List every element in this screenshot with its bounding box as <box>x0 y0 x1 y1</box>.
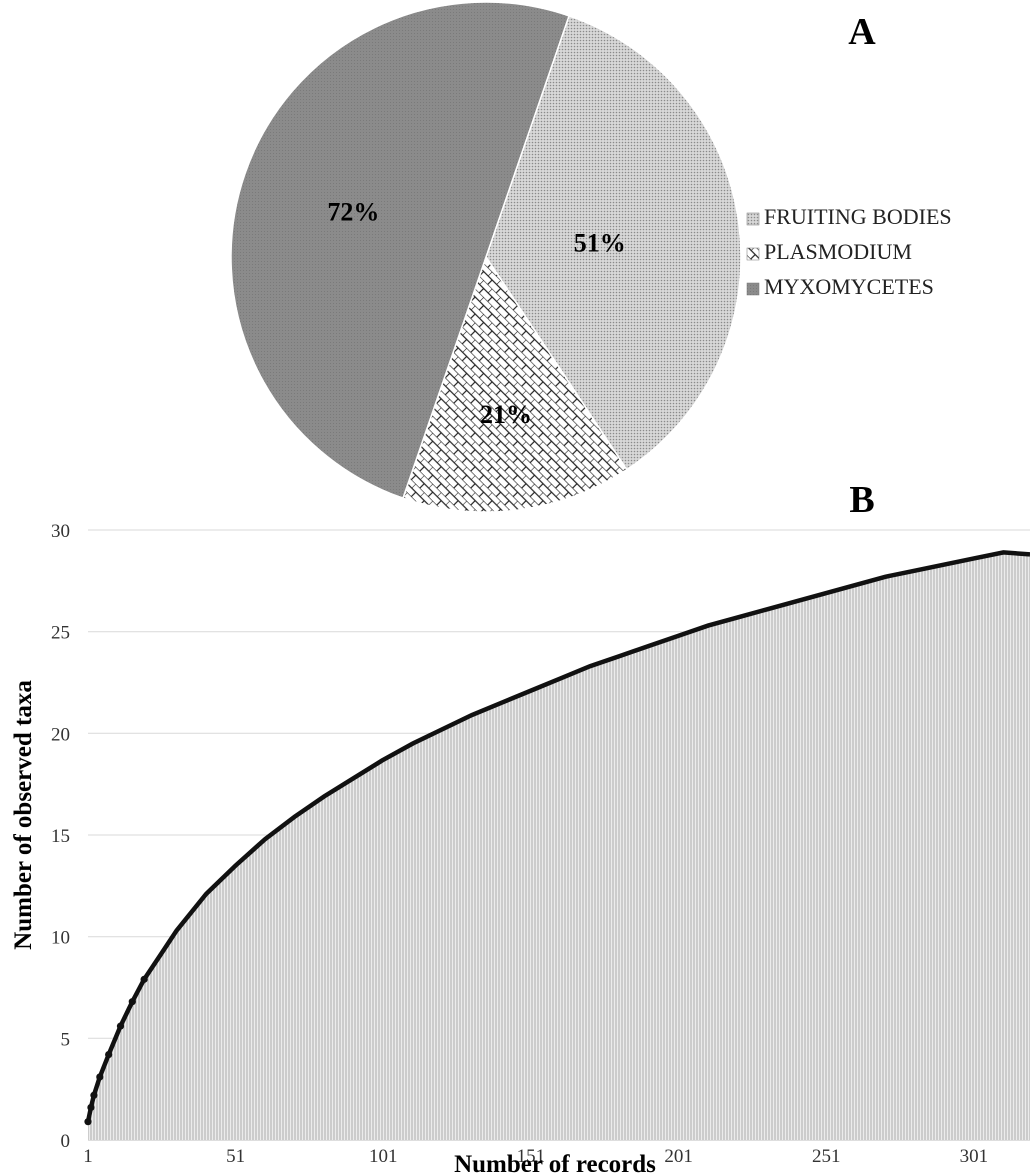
x-axis-label: Number of records <box>454 1151 656 1175</box>
pie-slice-plasmodium <box>402 255 628 513</box>
x-tick-label: 51 <box>226 1146 245 1167</box>
x-tick-label: 251 <box>812 1146 841 1167</box>
data-point <box>116 1022 125 1030</box>
y-tick-label: 15 <box>51 826 70 847</box>
data-point <box>90 1091 98 1099</box>
legend-swatch <box>746 212 760 226</box>
legend-swatch <box>746 282 760 296</box>
y-tick-label: 5 <box>61 1029 71 1050</box>
pie-labels: 51% 21% 72% <box>327 197 625 428</box>
y-tick-label: 20 <box>51 724 70 745</box>
area-fill <box>88 552 1030 1140</box>
x-tick-label: 201 <box>664 1146 693 1167</box>
data-point <box>128 998 136 1006</box>
pie-slice-label: 72% <box>327 197 379 226</box>
series-line <box>85 550 1030 1123</box>
x-axis-ticks: 1 51 101 151 201 251 301 <box>83 1146 988 1167</box>
pie-slice-label: 51% <box>574 229 626 258</box>
pie-chart-panel: A 51% 21% 72% FRUITING BODIES PLASMODIUM MYX… <box>230 1 952 513</box>
panel-label-a: A <box>848 11 876 53</box>
legend-label: PLASMODIUM <box>764 239 912 264</box>
x-tick-label: 151 <box>517 1146 546 1167</box>
y-axis-ticks: 0 5 10 15 20 25 30 <box>51 521 70 1152</box>
legend-label: FRUITING BODIES <box>764 204 952 229</box>
pie-slice-fruiting-bodies <box>485 14 742 471</box>
panel-label-b: B <box>849 479 874 521</box>
legend-label: MYXOMYCETES <box>764 274 934 299</box>
pie-slice-label: 21% <box>480 400 532 429</box>
x-tick-label: 1 <box>83 1146 93 1167</box>
y-axis-label: Number of observed taxa <box>10 680 37 950</box>
pie-slices <box>230 1 742 513</box>
data-point <box>96 1073 104 1081</box>
y-tick-label: 25 <box>51 623 70 644</box>
y-tick-label: 0 <box>61 1131 71 1152</box>
area-series <box>85 550 1030 1140</box>
x-tick-label: 301 <box>960 1146 989 1167</box>
data-point <box>105 1051 113 1059</box>
legend-swatch <box>746 247 760 261</box>
x-tick-label: 101 <box>369 1146 398 1167</box>
pie-legend: FRUITING BODIES PLASMODIUM MYXOMYCETES <box>746 204 952 299</box>
pie-slice-myxomycetes <box>230 1 570 500</box>
data-point <box>140 975 148 983</box>
y-tick-label: 10 <box>51 928 70 949</box>
y-tick-label: 30 <box>51 521 70 542</box>
data-point <box>87 1103 95 1112</box>
data-point <box>84 1118 92 1126</box>
series-markers <box>84 975 148 1126</box>
